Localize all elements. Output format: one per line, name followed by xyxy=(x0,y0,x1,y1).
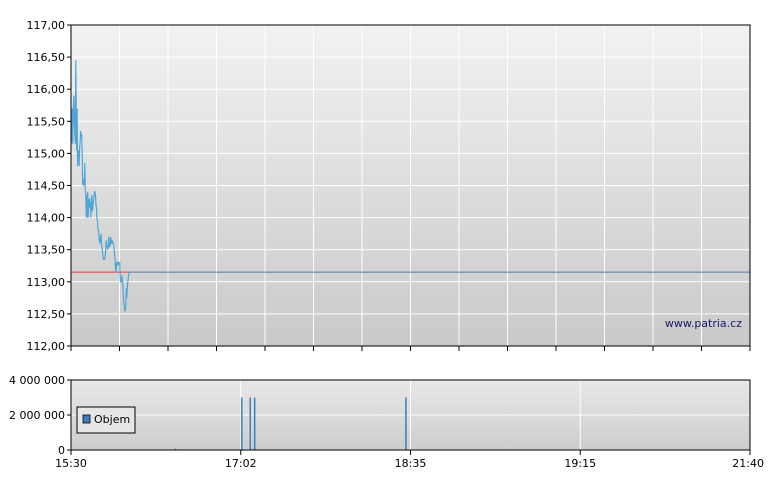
volume-y-tick-label: 0 xyxy=(58,444,65,457)
watermark: www.patria.cz xyxy=(665,317,742,330)
volume-x-tick-label: 21:40 xyxy=(732,457,764,470)
volume-x-tick-label: 19:15 xyxy=(564,457,596,470)
volume-panel: 0 2 000 000 4 000 000 15:30 17:02 18:35 19:15… xyxy=(9,374,764,470)
price-y-tick-label: 112,00 xyxy=(27,340,66,353)
volume-x-tick-label: 18:35 xyxy=(395,457,427,470)
price-y-tick-label: 113,00 xyxy=(27,276,66,289)
price-y-tick-label: 115,00 xyxy=(27,147,66,160)
price-y-tick-label: 114,00 xyxy=(27,212,66,225)
price-y-tick-label: 114,50 xyxy=(27,180,66,193)
volume-x-axis: 15:30 17:02 18:35 19:15 21:40 xyxy=(55,450,764,470)
volume-x-tick-label: 17:02 xyxy=(225,457,257,470)
volume-legend: Objem xyxy=(76,406,136,434)
volume-y-tick-label: 2 000 000 xyxy=(9,409,65,422)
price-y-tick-label: 117,00 xyxy=(27,19,66,32)
volume-y-tick-label: 4 000 000 xyxy=(9,374,65,387)
price-y-tick-label: 113,50 xyxy=(27,244,66,257)
price-y-axis: 112,00 112,50 113,00 113,50 114,00 114,50 115,… xyxy=(27,19,71,353)
price-y-tick-label: 116,50 xyxy=(27,51,66,64)
price-y-tick-label: 115,50 xyxy=(27,115,66,128)
price-y-tick-label: 112,50 xyxy=(27,308,66,321)
legend-swatch xyxy=(82,414,91,424)
price-x-axis xyxy=(70,346,751,351)
volume-bars xyxy=(174,397,407,450)
volume-y-axis: 0 2 000 000 4 000 000 xyxy=(9,374,71,457)
price-grid xyxy=(71,25,750,346)
price-y-tick-label: 116,00 xyxy=(27,83,66,96)
volume-grid xyxy=(71,380,750,450)
price-series-line xyxy=(70,60,130,312)
legend-label: Objem xyxy=(94,413,130,426)
volume-x-tick-label: 15:30 xyxy=(55,457,87,470)
price-panel: 112,00 112,50 113,00 113,50 114,00 114,50 115,… xyxy=(27,19,751,353)
